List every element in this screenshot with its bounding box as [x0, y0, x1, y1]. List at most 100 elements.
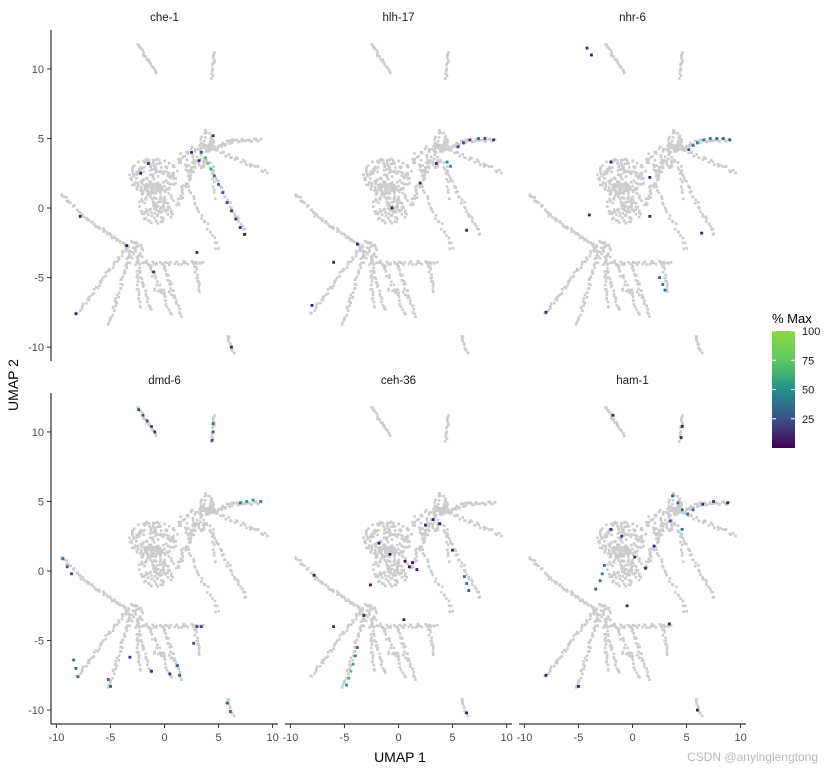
cell-point — [113, 261, 116, 264]
cell-point — [393, 564, 396, 567]
cell-point — [434, 138, 437, 141]
cell-point — [195, 268, 198, 271]
cell-point — [198, 653, 201, 656]
cell-point — [429, 625, 432, 628]
cell-point — [384, 211, 387, 214]
cell-point — [98, 590, 101, 593]
cell-point — [204, 584, 207, 587]
cell-point — [404, 294, 407, 297]
cell-point — [633, 179, 636, 182]
cell-point — [391, 577, 394, 580]
cell-point — [635, 545, 638, 548]
cell-point — [360, 629, 363, 632]
cell-point — [444, 77, 447, 80]
cell-point — [605, 298, 608, 301]
cell-point — [114, 660, 117, 663]
cell-point — [134, 544, 137, 547]
cell-point — [355, 618, 358, 621]
cell-point — [394, 654, 397, 657]
cell-point — [243, 591, 246, 594]
cell-point — [370, 284, 373, 287]
cell-point — [399, 179, 402, 182]
cell-point — [203, 140, 206, 143]
cell-point — [132, 609, 135, 612]
cell-point — [185, 528, 188, 531]
cell-point — [384, 574, 387, 577]
cell-point — [118, 654, 121, 657]
cell-point — [681, 189, 684, 192]
cell-point — [420, 522, 423, 525]
cell-point — [159, 162, 162, 165]
cell-point — [678, 149, 681, 152]
cell-point — [640, 527, 643, 530]
cell-point — [385, 578, 388, 581]
cell-point — [402, 206, 405, 209]
cell-point — [152, 537, 155, 540]
cell-point — [632, 210, 635, 213]
cell-point — [153, 580, 156, 583]
cell-point — [443, 146, 446, 149]
cell-point — [169, 280, 172, 283]
cell-point — [153, 204, 156, 207]
cell-point — [427, 561, 430, 564]
cell-point — [387, 186, 390, 189]
cell-point — [230, 520, 233, 523]
cell-point — [113, 310, 116, 313]
cell-point — [369, 540, 372, 543]
cell-point — [379, 260, 382, 263]
cell-point — [712, 233, 715, 236]
cell-point — [193, 561, 196, 564]
cell-point — [436, 165, 439, 168]
cell-point — [666, 164, 669, 167]
cell-point — [656, 189, 659, 192]
cell-point — [214, 611, 217, 614]
cell-point — [431, 643, 434, 646]
cell-point — [621, 186, 624, 189]
cell-point — [631, 559, 634, 562]
cell-point — [159, 195, 162, 198]
cell-point — [371, 640, 374, 643]
cell-point — [447, 512, 450, 515]
cell-point — [581, 236, 584, 239]
cell-point — [380, 573, 383, 576]
cell-point — [432, 648, 435, 651]
cell-point — [151, 192, 154, 195]
cell-point — [161, 584, 164, 587]
cell-point — [310, 209, 313, 212]
cell-point — [206, 150, 209, 153]
cell-point — [428, 530, 431, 533]
cell-point — [441, 223, 444, 226]
cell-point — [440, 228, 443, 231]
cell-point — [620, 261, 623, 264]
cell-point — [194, 271, 197, 274]
cell-point — [214, 248, 217, 251]
cell-point — [434, 580, 437, 583]
cell-point — [429, 262, 432, 265]
cell-point — [620, 159, 623, 162]
cell-point — [617, 169, 620, 172]
cell-point — [385, 638, 388, 641]
cell-point — [209, 509, 212, 512]
cell-point — [165, 542, 168, 545]
cell-point — [115, 304, 118, 307]
cell-point — [709, 225, 712, 228]
cell-point — [201, 214, 204, 217]
expressing-cell-point — [356, 243, 359, 246]
cell-point — [544, 209, 547, 212]
expressing-cell-point — [192, 642, 195, 645]
x-tick-label: 0 — [395, 732, 401, 744]
cell-point — [202, 528, 205, 531]
cell-point — [375, 556, 378, 559]
cell-point — [725, 140, 728, 143]
cell-point — [197, 643, 200, 646]
cell-point — [145, 160, 148, 163]
cell-point — [624, 158, 627, 161]
cell-point — [169, 283, 172, 286]
cell-point — [404, 624, 407, 627]
cell-point — [167, 213, 170, 216]
cell-point — [375, 545, 378, 548]
cell-point — [168, 162, 171, 165]
cell-point — [193, 522, 196, 525]
cell-point — [365, 170, 368, 173]
cell-point — [681, 51, 684, 54]
